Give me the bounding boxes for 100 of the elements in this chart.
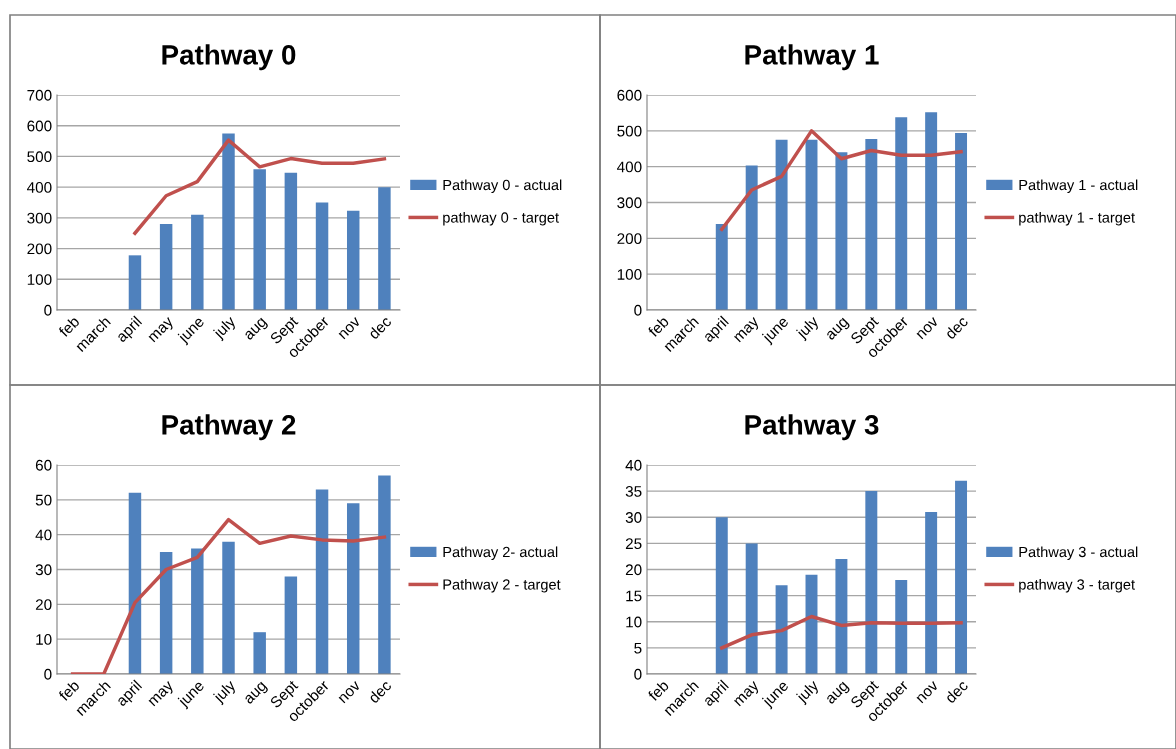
bar [315,202,329,310]
legend-label: Pathway 2 - target [443,578,561,593]
legend-label: Pathway 0 - actual [443,179,562,194]
x-tick-label: july [795,678,822,706]
y-tick-label: 500 [27,151,52,163]
bar [805,139,818,310]
x-tick-label: nov [338,316,362,340]
y-tick-label: 35 [625,485,642,497]
y-tick-label: 40 [35,529,52,541]
bar [955,480,968,674]
y-tick-label: 0 [44,668,52,680]
legend-label: pathway 3 - target [1019,578,1135,593]
y-tick-label: 20 [625,564,642,576]
bar [835,152,848,310]
x-tick-label: july [795,314,822,342]
y-tick-label: 0 [634,668,642,680]
bar [284,172,298,310]
y-tick-label: 0 [44,304,52,316]
bar [895,579,908,674]
y-tick-label: 30 [35,564,52,576]
y-tick-label: 50 [35,494,52,506]
bar [346,210,360,310]
x-tick-label: nov [338,680,362,704]
legend-label: pathway 0 - target [443,211,559,226]
y-tick-label: 100 [617,269,642,280]
bar [865,491,878,674]
bar [222,541,235,674]
bar [775,139,788,310]
x-tick-label: nov [916,316,940,340]
line-series [70,517,387,674]
chart-title: Pathway 3 [745,414,879,441]
y-tick-label: 0 [634,304,642,316]
x-tick-label: dec [944,679,969,704]
y-tick-label: 60 [35,459,52,471]
legend-label: Pathway 2- actual [443,546,558,561]
bar [378,475,391,674]
bar [745,165,758,310]
y-tick-label: 400 [27,182,52,193]
bar [715,517,728,674]
y-tick-label: 500 [617,125,642,137]
y-tick-label: 10 [626,616,642,628]
x-tick-label: dec [367,315,393,340]
chart-title: Pathway 2 [162,414,296,441]
x-tick-label: july [212,314,239,342]
y-tick-label: 10 [36,634,52,645]
line-series [133,138,387,235]
x-tick-label: dec [367,679,393,704]
bar [284,576,298,674]
y-tick-label: 100 [27,274,52,285]
y-tick-label: 25 [625,538,642,550]
line-series [720,129,963,232]
y-tick-label: 200 [27,243,52,255]
bar [128,492,142,674]
bar [715,224,728,310]
x-tick-label: may [734,680,762,709]
bar [865,139,878,310]
x-tick-label: may [734,316,762,345]
x-tick-label: aug [825,681,851,707]
x-tick-label: may [148,680,177,709]
bar [159,224,173,310]
bar [222,133,235,310]
y-tick-label: 400 [617,161,642,173]
legend-label: pathway 1 - target [1019,211,1135,226]
x-tick-label: july [212,678,239,706]
bar [191,214,204,310]
x-tick-label: feb [57,315,81,338]
y-tick-label: 300 [617,197,642,209]
x-tick-label: may [148,316,177,345]
bar [159,552,173,674]
y-tick-label: 200 [617,233,642,245]
y-tick-label: 600 [617,89,642,101]
chart-title: Pathway 0 [162,44,296,71]
bar [253,169,266,310]
line-series [720,614,963,650]
bar [315,489,329,674]
legend-label: Pathway 1 - actual [1019,179,1138,194]
bar [346,503,360,674]
bar [191,548,204,674]
x-tick-label: feb [57,679,81,702]
bar [925,112,938,310]
bar [378,187,391,310]
y-tick-label: 5 [634,642,642,654]
y-tick-label: 40 [625,459,642,471]
x-tick-label: aug [825,317,851,343]
bar [955,132,968,310]
y-tick-label: 600 [27,120,52,132]
y-tick-label: 700 [27,89,52,101]
chart-title: Pathway 1 [745,44,879,71]
y-tick-label: 15 [626,590,642,602]
bar [925,512,938,674]
bar [775,585,788,674]
bar [253,632,266,674]
legend-label: Pathway 3 - actual [1019,546,1138,561]
bar [128,255,142,310]
x-tick-label: aug [244,681,270,707]
bar [895,117,908,310]
y-tick-label: 30 [625,512,642,523]
bar [835,559,848,674]
x-tick-label: aug [244,317,270,343]
bar [745,543,758,674]
